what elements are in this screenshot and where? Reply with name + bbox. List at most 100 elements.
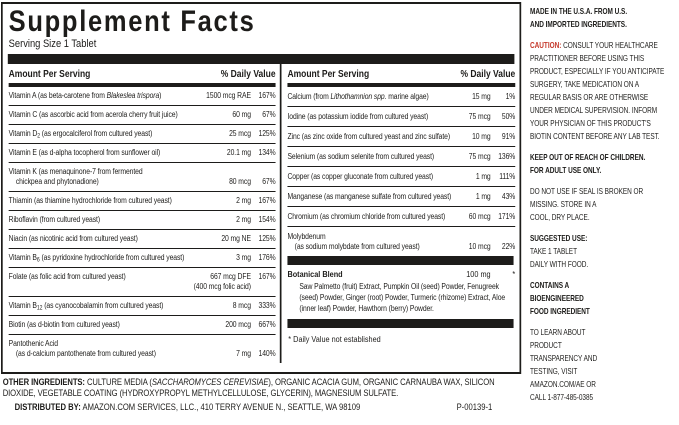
- nutrient-daily-value: 154%: [258, 215, 276, 224]
- nutrient-daily-value: 176%: [258, 253, 276, 262]
- sidebar-paragraph: SUGGESTED USE: TAKE 1 TABLET DAILY WITH FO…: [530, 234, 589, 269]
- distributed-by-text: DISTRIBUTED BY: AMAZON.COM SERVICES, LLC…: [15, 402, 361, 413]
- nutrient-row: Zinc (as zinc oxide from cultured yeast …: [287, 126, 515, 146]
- nutrient-name: Iodine (as potassium iodide from culture…: [287, 111, 429, 121]
- nutrient-name: Riboflavin (from cultured yeast): [8, 215, 101, 224]
- sidebar-paragraph: CAUTION: CONSULT YOUR HEALTHCARE PRACTITI…: [530, 41, 665, 141]
- nutrient-name: Vitamin B12 (as cyanocobalamin from cult…: [8, 301, 164, 312]
- nutrient-row: Thiamin (as thiamine hydrochloride from …: [8, 191, 276, 210]
- nutrient-daily-value: 171%: [498, 211, 516, 221]
- nutrient-row: Pantothenic Acid (as d-calcium pantothen…: [8, 334, 276, 363]
- daily-value-footnote: * Daily Value not established: [288, 334, 381, 344]
- nutrient-amount: 15 mg: [472, 91, 491, 101]
- nutrient-daily-value: 167%: [258, 196, 276, 205]
- other-ingredients-list: CULTURE MEDIA (SACCHAROMYCES CEREVISIAE)…: [2, 377, 495, 398]
- nutrient-daily-value: 1%: [505, 91, 516, 101]
- nutrient-name: Molybdenum (as sodium molybdate from cul…: [287, 231, 420, 251]
- sidebar-paragraph: CONTAINS A BIOENGINEERED FOOD INGREDIENT: [530, 281, 590, 316]
- sidebar-paragraph: DO NOT USE IF SEAL IS BROKEN OR MISSING. …: [530, 187, 644, 222]
- nutrient-row: Vitamin B6 (as pyridoxine hydrochloride …: [8, 248, 276, 267]
- daily-value-header: % Daily Value: [220, 69, 276, 80]
- nutrient-daily-value: 67%: [262, 177, 276, 186]
- product-code: P-00139-1: [456, 402, 493, 412]
- panel-title: Supplement Facts: [8, 5, 256, 38]
- other-ingredients-text: OTHER INGREDIENTS: CULTURE MEDIA (SACCHA…: [3, 377, 520, 399]
- botanical-blend-dv: *: [512, 269, 516, 279]
- column-header-left: Amount Per Serving % Daily Value: [9, 64, 276, 83]
- nutrient-row: Niacin (as nicotinic acid from cultured …: [8, 229, 276, 248]
- sidebar-paragraph: MADE IN THE U.S.A. FROM U.S. AND IMPORTED…: [530, 7, 628, 29]
- serving-size-text: Serving Size 1 Tablet: [8, 38, 97, 50]
- nutrient-row: Vitamin C (as ascorbic acid from acerola…: [8, 105, 276, 124]
- section-divider-bar: [287, 319, 514, 328]
- nutrient-daily-value: 134%: [258, 148, 276, 157]
- nutrient-amount: 75 mcg: [468, 111, 491, 121]
- nutrient-name: Folate (as folic acid from cultured yeas…: [8, 272, 126, 281]
- nutrient-amount: 60 mcg: [468, 211, 491, 221]
- nutrient-name: Vitamin C (as ascorbic acid from acerola…: [8, 110, 178, 119]
- nutrient-name: Vitamin A (as beta-carotene from Blakesl…: [8, 91, 162, 100]
- nutrient-daily-value: 167%: [258, 272, 276, 281]
- column-header-right: Amount Per Serving % Daily Value: [287, 64, 515, 83]
- botanical-blend-section: Botanical Blend 100 mg * Saw Palmetto (f…: [287, 265, 515, 319]
- nutrient-row: Vitamin K (as menaquinone-7 from ferment…: [8, 162, 276, 191]
- nutrient-daily-value: 125%: [258, 234, 276, 243]
- nutrient-amount: 1500 mcg RAE: [206, 91, 251, 100]
- nutrient-name: Selenium (as sodium selenite from cultur…: [287, 151, 435, 161]
- nutrient-row: Folate (as folic acid from cultured yeas…: [8, 267, 276, 296]
- nutrient-amount: 75 mcg: [468, 151, 491, 161]
- nutrient-amount: 667 mcg DFE (400 mcg folic acid): [193, 272, 251, 291]
- nutrient-row: Calcium (from Lithothamnion spp. marine …: [287, 87, 515, 106]
- column-header-rule: [287, 83, 516, 87]
- amount-per-serving-header: Amount Per Serving: [287, 69, 370, 80]
- nutrient-name: Vitamin B6 (as pyridoxine hydrochloride …: [8, 253, 185, 264]
- nutrient-amount: 8 mcg: [232, 301, 251, 310]
- botanical-blend-row: Botanical Blend 100 mg *: [287, 269, 515, 280]
- nutrient-daily-value: 667%: [258, 320, 276, 329]
- nutrient-name: Pantothenic Acid (as d-calcium pantothen…: [8, 339, 156, 358]
- nutrient-name: Copper (as copper gluconate from culture…: [287, 171, 434, 181]
- nutrient-row: Molybdenum (as sodium molybdate from cul…: [287, 226, 515, 256]
- right-rows: Calcium (from Lithothamnion spp. marine …: [287, 87, 515, 256]
- nutrient-daily-value: 140%: [258, 349, 276, 358]
- nutrient-row: Manganese (as manganese sulfate from cul…: [287, 186, 515, 206]
- nutrient-row: Vitamin A (as beta-carotene from Blakesl…: [9, 87, 276, 105]
- nutrient-column-right: Amount Per Serving % Daily Value Calcium…: [279, 64, 520, 363]
- label-main-area: Supplement Facts Serving Size 1 Tablet A…: [1, 2, 522, 413]
- nutrient-row: Vitamin D2 (as ergocalciferol from cultu…: [8, 124, 276, 143]
- nutrient-amount: 7 mg: [236, 349, 251, 358]
- label-footer: OTHER INGREDIENTS: CULTURE MEDIA (SACCHA…: [1, 374, 521, 413]
- nutrient-daily-value: 91%: [501, 131, 516, 141]
- nutrient-amount: 3 mg: [236, 253, 251, 262]
- nutrient-daily-value: 125%: [258, 129, 276, 138]
- nutrient-name: Calcium (from Lithothamnion spp. marine …: [287, 91, 429, 101]
- nutrient-amount: 80 mcg: [229, 177, 251, 186]
- label-sidebar: MADE IN THE U.S.A. FROM U.S. AND IMPORTED…: [530, 5, 679, 412]
- nutrient-daily-value: 333%: [258, 301, 276, 310]
- nutrient-amount: 1 mg: [475, 191, 491, 201]
- nutrient-name: Vitamin E (as d-alpha tocopherol from su…: [8, 148, 161, 157]
- nutrient-amount: 25 mcg: [229, 129, 251, 138]
- supplement-facts-panel: Supplement Facts Serving Size 1 Tablet A…: [1, 2, 522, 374]
- nutrient-daily-value: 111%: [499, 171, 516, 181]
- nutrient-name: Zinc (as zinc oxide from cultured yeast …: [287, 131, 451, 141]
- nutrient-columns: Amount Per Serving % Daily Value Vitamin…: [3, 64, 520, 363]
- nutrient-daily-value: 67%: [262, 110, 276, 119]
- nutrient-column-left: Amount Per Serving % Daily Value Vitamin…: [3, 64, 280, 363]
- nutrient-amount: 2 mg: [236, 215, 251, 224]
- other-ingredients-label: OTHER INGREDIENTS:: [2, 377, 85, 387]
- nutrient-row: Selenium (as sodium selenite from cultur…: [287, 146, 515, 166]
- botanical-blend-amount: 100 mg: [466, 269, 491, 279]
- nutrient-name: Manganese (as manganese sulfate from cul…: [287, 191, 452, 201]
- amount-per-serving-header: Amount Per Serving: [8, 69, 91, 80]
- panel-header: Supplement Facts Serving Size 1 Tablet: [3, 4, 520, 51]
- nutrient-row: Biotin (as d-biotin from cultured yeast)…: [8, 315, 276, 334]
- nutrient-row: Riboflavin (from cultured yeast) 2 mg 154%: [8, 210, 276, 229]
- nutrient-amount: 200 mcg: [225, 320, 251, 329]
- daily-value-header: % Daily Value: [460, 69, 516, 80]
- nutrient-daily-value: 136%: [498, 151, 516, 161]
- section-divider-bar: [287, 256, 514, 265]
- nutrient-amount: 10 mcg: [468, 241, 491, 251]
- distributor-address: AMAZON.COM SERVICES, LLC., 410 TERRY AVE…: [80, 402, 361, 412]
